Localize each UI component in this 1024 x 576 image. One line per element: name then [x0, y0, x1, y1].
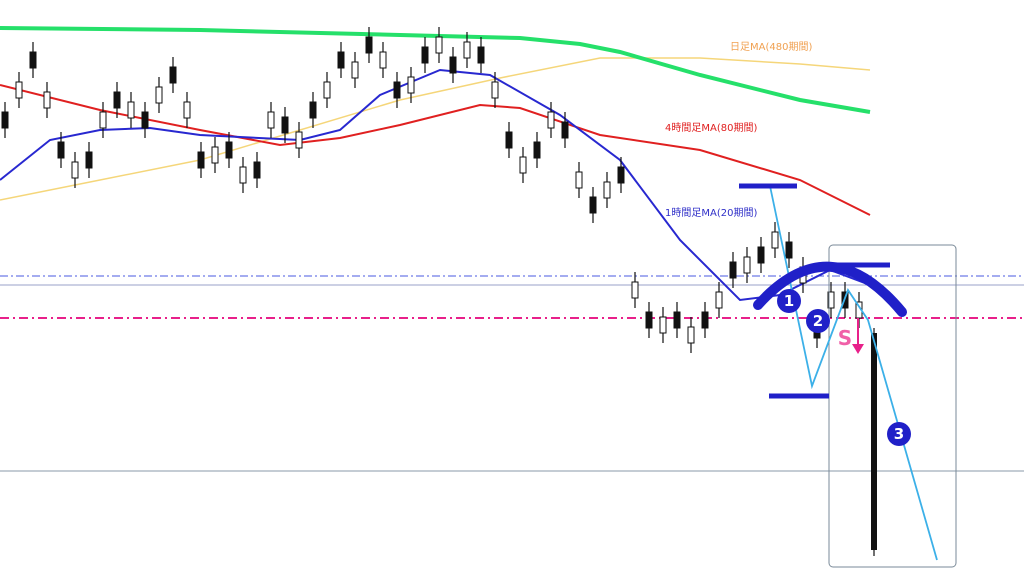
candle-bodies-bullish — [15, 36, 863, 344]
step-number: 3 — [894, 425, 904, 443]
step-marker — [806, 309, 830, 333]
candle-bodies-bearish — [1, 36, 849, 339]
h1-ma-line — [0, 68, 871, 302]
step-number: 1 — [784, 292, 794, 310]
step-marker — [777, 289, 801, 313]
h4-ma-label: 4時間足MA(80期間) — [665, 122, 757, 134]
pattern-zigzag — [769, 185, 938, 561]
signal-label: S — [838, 326, 852, 350]
sell-arrow-head — [852, 344, 864, 354]
rounding-arc — [753, 261, 907, 317]
focus-box — [828, 244, 957, 568]
breakout-candle — [871, 333, 877, 550]
h1-ma-label: 1時間足MA(20期間) — [665, 207, 757, 219]
daily-ma-label: 日足MA(480期間) — [730, 41, 812, 53]
daily-ma-480-line — [0, 26, 871, 114]
h4-ma-line — [0, 84, 871, 216]
step-number: 2 — [813, 312, 823, 330]
step-marker — [887, 422, 911, 446]
daily-ma-line — [0, 57, 871, 201]
